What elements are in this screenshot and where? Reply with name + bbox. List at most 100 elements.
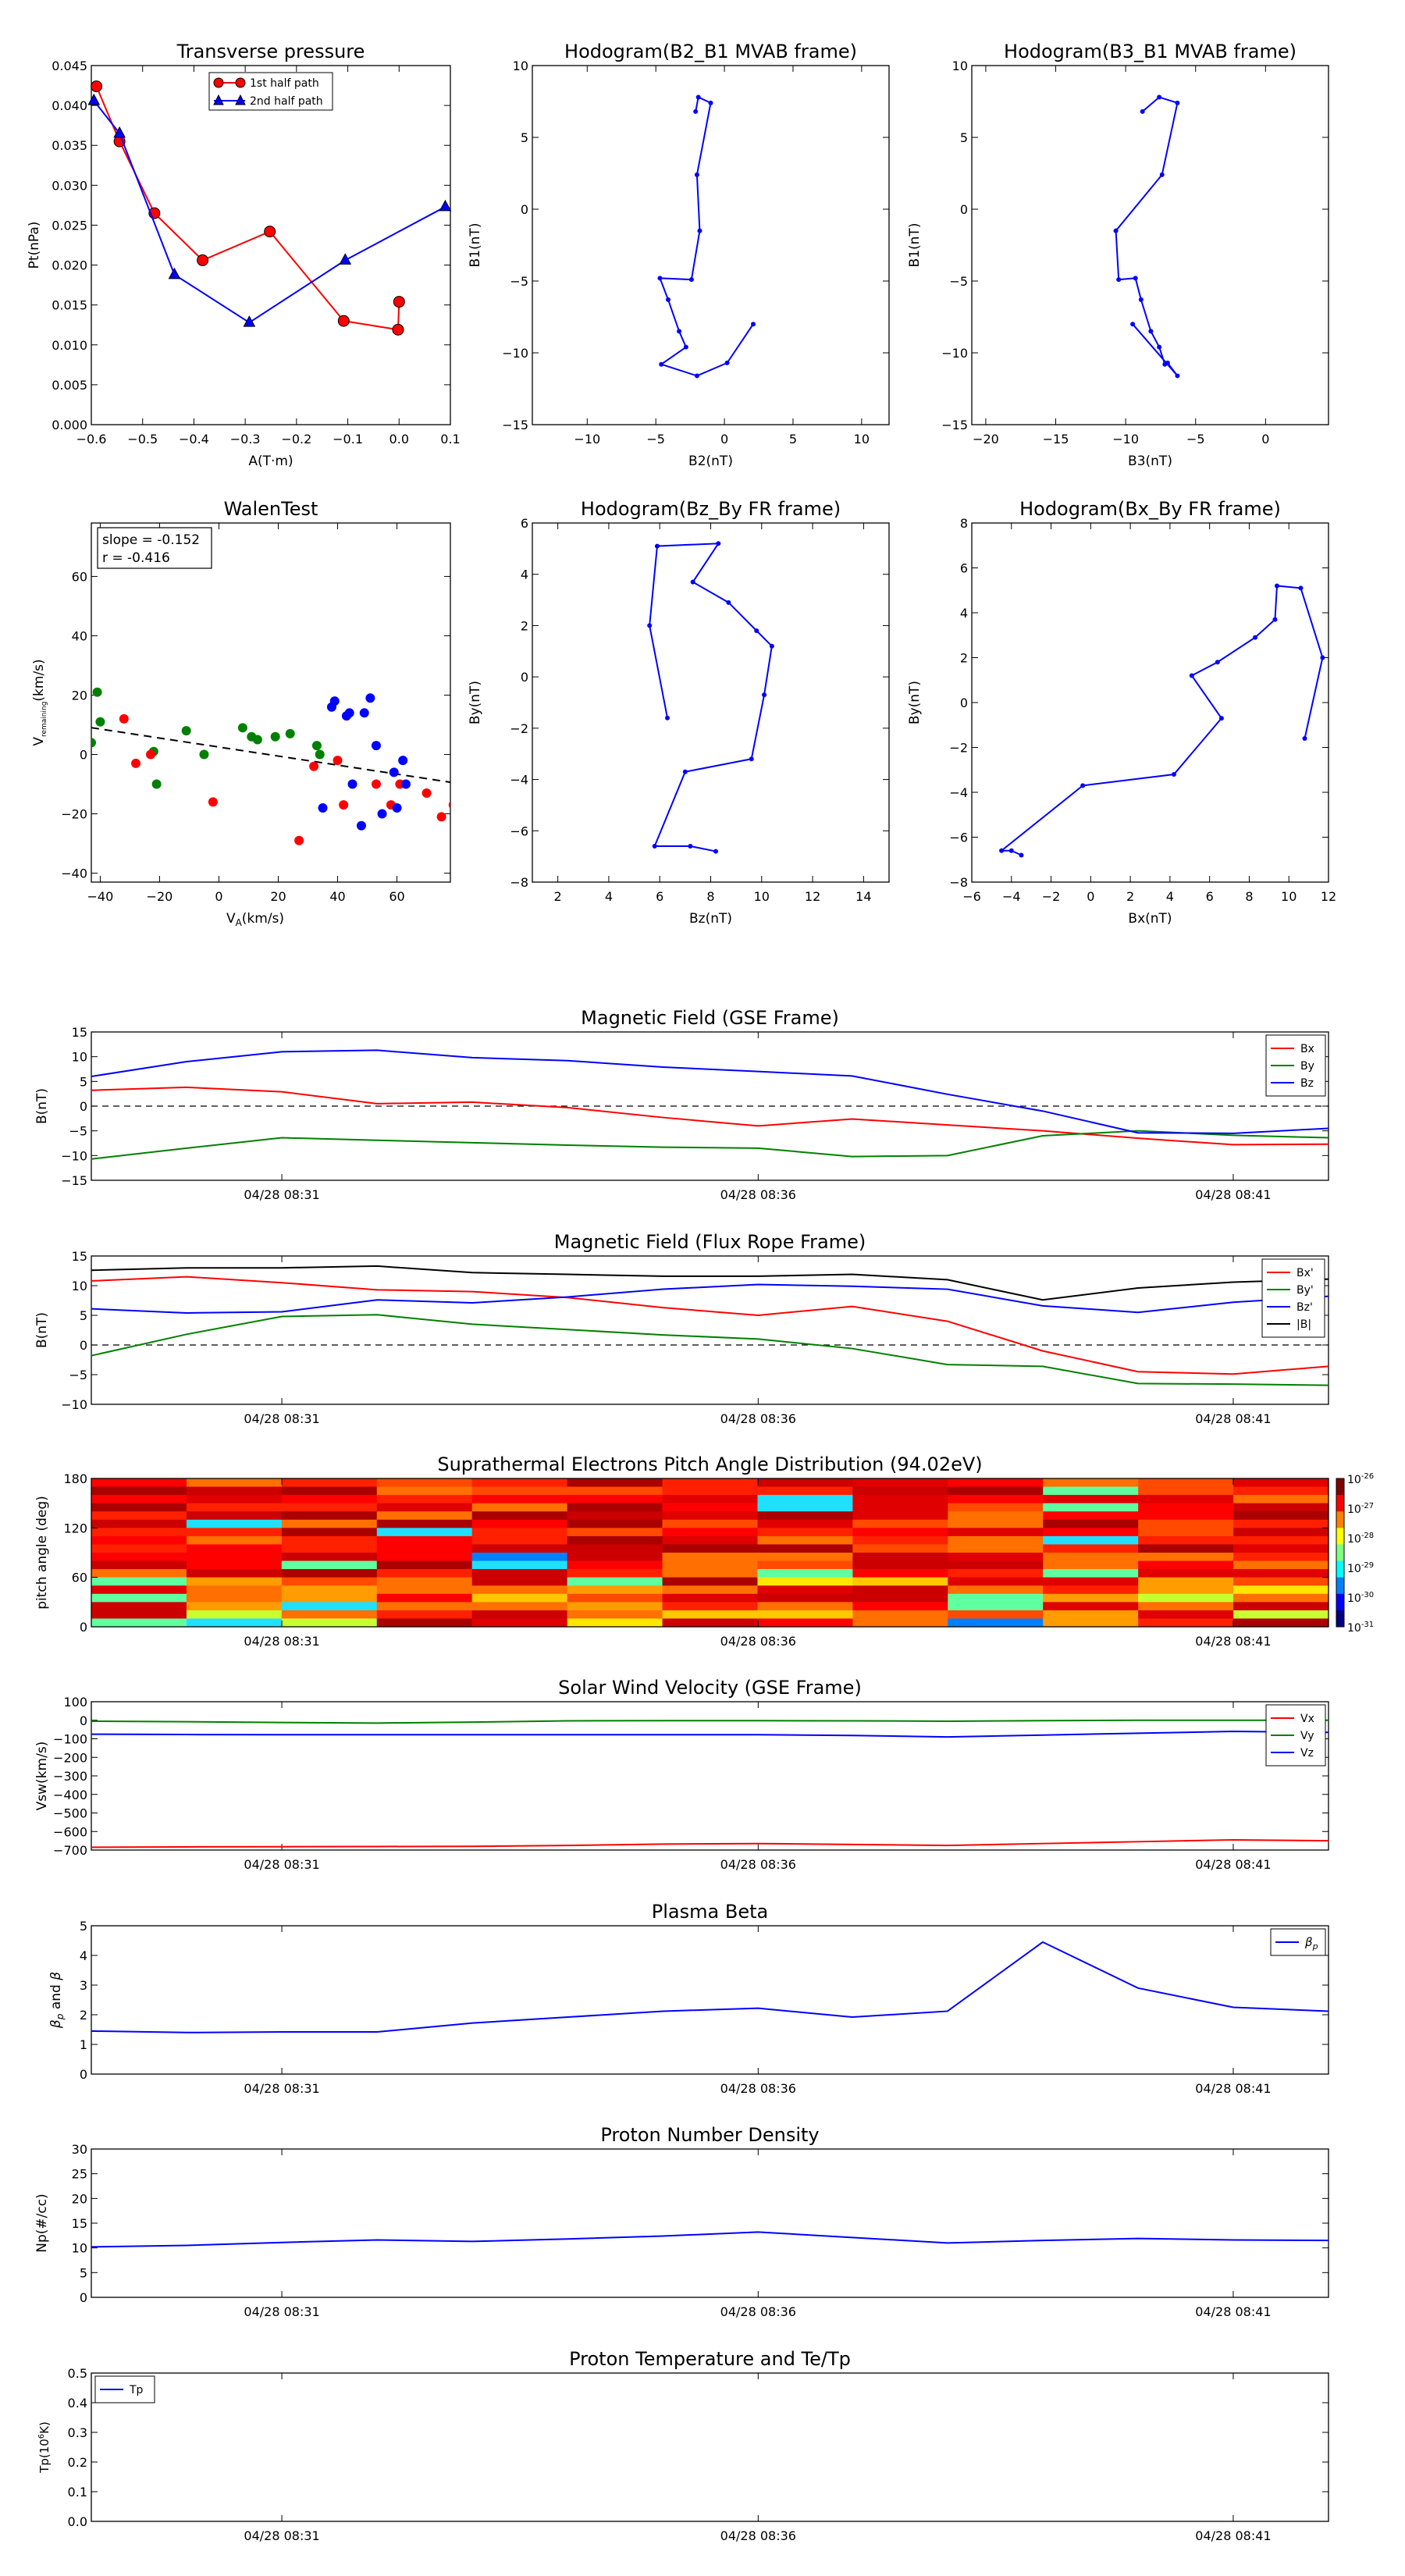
hodogram-bz-by-point xyxy=(647,623,653,628)
pitch-angle-ylabel: pitch angle (deg) xyxy=(34,1496,50,1610)
walen-point xyxy=(119,713,129,724)
heatmap-cell xyxy=(91,1478,187,1488)
legend-label: |B| xyxy=(1297,1318,1311,1331)
heatmap-cell xyxy=(186,1553,283,1562)
hodogram-bx-by-xtick-label: 6 xyxy=(1206,889,1214,904)
transverse-pressure-ytick-label: 0.040 xyxy=(52,98,87,113)
walen-test-xtick-label: 40 xyxy=(329,889,345,904)
proton-temperature-time-tick-label: 04/28 08:36 xyxy=(720,2528,796,2543)
transverse-pressure-ytick-label: 0.005 xyxy=(52,378,87,393)
heatmap-cell xyxy=(376,1593,473,1603)
hodogram-b2-b1-panel: −10 −5 0 5 10 −15 −10 −5 0 5 10 Hodogram(B2_B1 MVAB… xyxy=(468,41,890,469)
magnetic-fr-title: Magnetic Field (Flux Rope Frame) xyxy=(554,1231,866,1253)
walen-test-panel: −40 −20 0 20 40 60 −40 −20 0 20 40 60 WalenTest VA(km… xyxy=(31,498,451,928)
hodogram-b2-b1-point xyxy=(695,94,701,100)
walen-ylabel: Vremaining(km/s) xyxy=(31,659,48,745)
solar-wind-ytick-label: 100 xyxy=(63,1695,87,1710)
heatmap-cell xyxy=(852,1618,948,1628)
hodogram-b3-b1-point xyxy=(1130,322,1136,327)
heatmap-cell xyxy=(376,1486,473,1496)
heatmap-cell xyxy=(281,1610,378,1619)
heatmap-cell xyxy=(948,1602,1044,1611)
heatmap-cell xyxy=(662,1519,758,1528)
colorbar-label-exp: -28 xyxy=(1361,1532,1374,1540)
walen-point xyxy=(398,756,408,766)
legend-beta: β xyxy=(1304,1935,1313,1949)
heatmap-cell xyxy=(567,1602,663,1611)
heatmap-cell xyxy=(91,1519,187,1528)
hodogram-bx-by-point xyxy=(1320,655,1325,660)
heatmap-cell xyxy=(852,1535,948,1545)
magnetic-gse-ytick-label: 10 xyxy=(72,1050,87,1065)
hodogram-b3-b1-point xyxy=(1133,276,1138,281)
heatmap-cell xyxy=(281,1535,378,1545)
heatmap-cell xyxy=(948,1478,1044,1488)
heatmap-cell xyxy=(186,1486,283,1496)
pitch-angle-ytick-label: 0 xyxy=(80,1620,87,1635)
heatmap-cell xyxy=(281,1585,378,1595)
hodogram-b3-b1-panel: −20 −15 −10 −5 0 −15 −10 −5 0 5 10 Hodogram(B3_B1 M… xyxy=(907,41,1329,469)
hodogram-bx-by-xtick-label: 12 xyxy=(1321,889,1336,904)
pitch-angle-ytick-label: 180 xyxy=(63,1471,87,1486)
colorbar-label-exp: -26 xyxy=(1361,1472,1374,1481)
legend-label: 1st half path xyxy=(250,77,319,90)
heatmap-cell xyxy=(186,1560,283,1570)
heatmap-cell xyxy=(471,1486,568,1496)
heatmap-cell xyxy=(852,1511,948,1521)
colorbar-label: 10-28 xyxy=(1347,1532,1374,1546)
hodogram-bz-by-xtick-label: 2 xyxy=(554,889,562,904)
proton-temperature-ytick-label: 0.2 xyxy=(68,2455,87,2470)
hodogram-bx-by-point xyxy=(1274,583,1279,589)
heatmap-cell xyxy=(852,1519,948,1528)
walen-points xyxy=(91,687,450,845)
hodogram-b3-b1-point xyxy=(1159,172,1165,177)
transverse-pressure-xtick-label: 0.1 xyxy=(440,432,460,447)
proton-temperature-axes-frame xyxy=(91,2372,1329,2522)
pitch-angle-time-tick-label: 04/28 08:31 xyxy=(244,1634,319,1649)
heatmap-cell xyxy=(281,1569,378,1578)
magnetic-gse-ytick-label: 15 xyxy=(72,1025,87,1040)
pressure-point-circle xyxy=(337,315,350,327)
walen-point xyxy=(371,779,381,789)
heatmap-cell xyxy=(662,1569,758,1578)
hodogram-bx-by-ytick-label: 4 xyxy=(960,606,968,621)
heatmap-cell xyxy=(1043,1553,1139,1562)
heatmap-cell xyxy=(852,1577,948,1586)
walen-test-xtick-label: 20 xyxy=(270,889,286,904)
pitch-angle-panel: 0 60 120 180 04/28 08:31 04/28 08:36 04/28 08:… xyxy=(34,1453,1374,1649)
walen-point xyxy=(294,835,304,845)
heatmap-cell xyxy=(471,1569,568,1578)
heatmap-cell xyxy=(186,1503,283,1512)
hodogram-b2-b1-xtick-label: −5 xyxy=(646,432,665,447)
pitch-angle-time-tick-label: 04/28 08:41 xyxy=(1195,1634,1271,1649)
heatmap-cell xyxy=(948,1585,1044,1595)
walen-xlabel-unit: (km/s) xyxy=(242,911,284,927)
hodogram-b3-b1-ytick-label: −10 xyxy=(941,346,968,361)
hodogram-bz-by-point xyxy=(769,643,774,649)
hodogram-bx-by-point xyxy=(1080,783,1086,788)
colorbar-segment xyxy=(1336,1495,1344,1512)
hodogram-bz-by-xtick-label: 10 xyxy=(754,889,770,904)
hodogram-bz-by-point xyxy=(688,844,693,849)
walen-xlabel-sub: A xyxy=(236,917,243,928)
hodogram-b2-b1-point xyxy=(750,322,756,327)
heatmap-cell xyxy=(757,1519,853,1528)
heatmap-cell xyxy=(948,1618,1044,1628)
hodogram-bz-by-ytick-label: 6 xyxy=(521,516,528,531)
heatmap-cell xyxy=(1043,1560,1139,1570)
hodogram-bz-by-axes-frame xyxy=(532,522,890,883)
heatmap-cell xyxy=(91,1511,187,1521)
colorbar-label-exp: -29 xyxy=(1361,1561,1374,1570)
pressure-point-triangle xyxy=(243,315,256,327)
heatmap-cell xyxy=(852,1610,948,1619)
heatmap-cell xyxy=(1233,1585,1329,1595)
hodogram-bx-by-point xyxy=(1253,635,1258,640)
magnetic-fr-ytick-label: 10 xyxy=(72,1279,87,1293)
proton-density-time-tick-label: 04/28 08:31 xyxy=(244,2304,319,2319)
hodogram-b3-b1-path xyxy=(1115,96,1179,377)
magnetic-gse-legend: Bx By Bz xyxy=(1265,1034,1326,1097)
walen-point xyxy=(400,779,411,789)
legend-label: By xyxy=(1300,1060,1314,1073)
legend-label: 2nd half path xyxy=(250,95,323,108)
hodogram-bz-by-point xyxy=(665,715,670,720)
